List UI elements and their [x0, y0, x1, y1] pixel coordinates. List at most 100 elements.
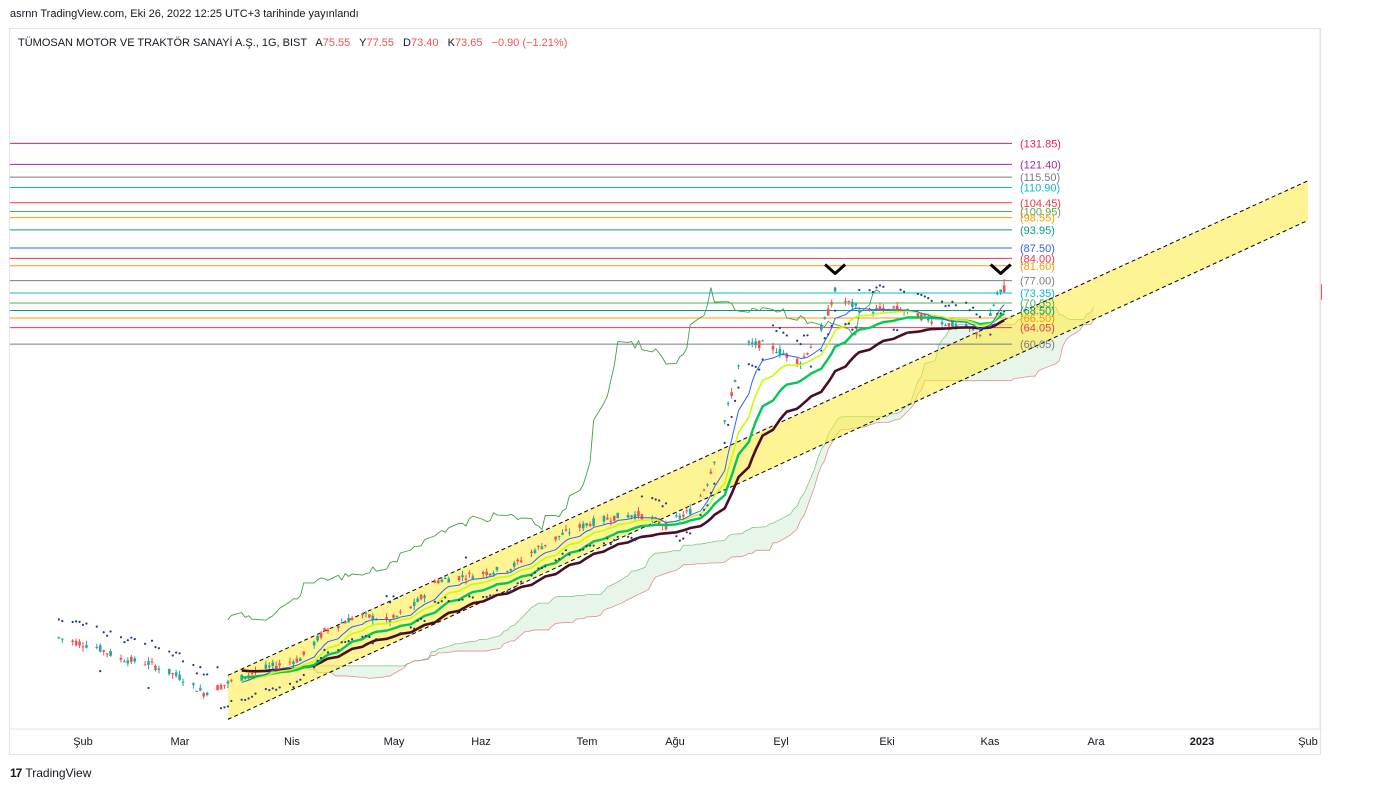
candle-157: [820, 323, 823, 333]
candle-body-97: [530, 551, 533, 554]
sar-dot-44: [271, 687, 274, 690]
sar-dot-16: [133, 637, 136, 641]
candle-108: [581, 520, 585, 532]
candle-body-190: [975, 332, 978, 335]
sar-dot-59: [344, 640, 347, 644]
sar-dot-55: [323, 648, 326, 651]
tradingview-logo-icon: 17: [10, 766, 22, 780]
candle-77: [433, 578, 437, 584]
candle-body-177: [916, 311, 920, 318]
time-tick-10: Ara: [1087, 736, 1105, 748]
sar-dot-64: [368, 635, 371, 639]
chart-canvas[interactable]: (131.85) (121.40)(115.50)(110.90) (104.45)…: [10, 29, 1322, 756]
sar-dot-76: [423, 619, 426, 623]
sar-dot-180: [927, 297, 930, 300]
open-label: A: [315, 37, 323, 49]
sar-dot-15: [130, 636, 133, 639]
candle-63: [364, 610, 368, 618]
candle-body-113: [606, 517, 609, 520]
level-label-3: (110.90): [1020, 183, 1060, 195]
candle-body-18: [147, 661, 150, 665]
top-marker-eyl: [824, 263, 847, 275]
level-label-2: (115.50): [1020, 172, 1060, 184]
sar-dot-178: [920, 293, 923, 296]
candle-49: [295, 655, 299, 664]
candle-97: [530, 549, 533, 558]
sar-dot-83: [461, 598, 464, 601]
sar-dot-138: [727, 423, 730, 426]
candle-19: [150, 658, 154, 665]
sar-dot-89: [489, 594, 492, 597]
candle-86: [471, 573, 475, 579]
candle-body-4: [78, 641, 81, 646]
candle-92: [506, 570, 509, 574]
chart-frame[interactable]: (131.85) (121.40) (115.50) (110.90) (104.45)…: [9, 28, 1322, 756]
sar-dot-5: [81, 623, 85, 626]
candle-148: [775, 348, 778, 354]
candle-body-134: [706, 484, 709, 486]
candle-20: [154, 664, 157, 672]
sar-dot-129: [682, 537, 685, 540]
candle-44: [271, 659, 275, 670]
candle-body-51: [302, 651, 306, 655]
candle-29: [199, 684, 202, 692]
sar-dot-117: [627, 535, 630, 538]
candle-13: [123, 659, 126, 663]
candle-body-52: [312, 641, 316, 646]
candle-body-34: [223, 684, 226, 686]
time-axis[interactable]: Şub Mar Nis May Haz Tem Ağu Eyl Eki Kas Ara 2023 Şub: [73, 736, 1318, 748]
sar-dot-63: [364, 634, 367, 638]
sar-dot-167: [868, 289, 871, 292]
candle-42: [264, 660, 268, 671]
candle-body-32: [216, 685, 219, 691]
candle-body-167: [868, 308, 871, 312]
candle-body-96: [519, 560, 523, 563]
candle-2: [71, 639, 74, 646]
candle-149: [778, 345, 782, 359]
candle-body-58: [340, 622, 344, 624]
candle-body-149: [778, 348, 782, 355]
sar-dot-177: [916, 292, 920, 296]
candle-102: [554, 536, 557, 542]
candle-25: [178, 670, 181, 682]
time-tick-6: Ağu: [665, 736, 685, 748]
time-tick-4: Haz: [471, 736, 491, 748]
sar-dot-93: [509, 590, 512, 593]
sar-dot-196: [1003, 310, 1006, 313]
candle-3: [74, 638, 78, 647]
candle-body-73: [412, 601, 416, 606]
candle-10: [105, 653, 109, 658]
candle-154: [802, 352, 806, 359]
level-label-5: (100.95): [1020, 206, 1061, 218]
candle-28: [195, 690, 199, 693]
candle-52: [312, 640, 316, 649]
candle-body-45: [274, 665, 278, 669]
candle-27: [192, 682, 195, 689]
candle-body-2: [71, 640, 74, 642]
candle-body-94: [512, 562, 516, 567]
candle-body-183: [944, 325, 947, 327]
sar-dot-139: [730, 415, 733, 419]
candle-body-56: [326, 629, 330, 632]
time-tick-0: Şub: [73, 736, 93, 748]
candle-body-173: [895, 305, 899, 310]
candle-110: [588, 521, 592, 528]
sar-dot-10: [106, 634, 109, 637]
sar-dot-54: [319, 656, 323, 660]
candle-156: [809, 344, 813, 349]
sar-dot-106: [568, 553, 571, 556]
price-axis[interactable]: TRY170.00150.00130.00115.00100.0088.0076…: [1321, 36, 1322, 720]
sar-dot-165: [854, 326, 857, 329]
sar-dot-143: [751, 364, 754, 367]
candle-body-140: [733, 379, 737, 382]
candle-body-103: [557, 535, 561, 537]
candle-55: [323, 627, 326, 632]
candle-body-108: [581, 523, 585, 529]
candle-body-165: [854, 303, 858, 306]
sar-dot-119: [633, 539, 637, 542]
candle-72: [409, 606, 413, 609]
candle-body-136: [713, 461, 716, 463]
sar-dot-130: [685, 531, 688, 534]
candle-body-185: [951, 321, 954, 327]
candle-body-127: [675, 515, 678, 517]
